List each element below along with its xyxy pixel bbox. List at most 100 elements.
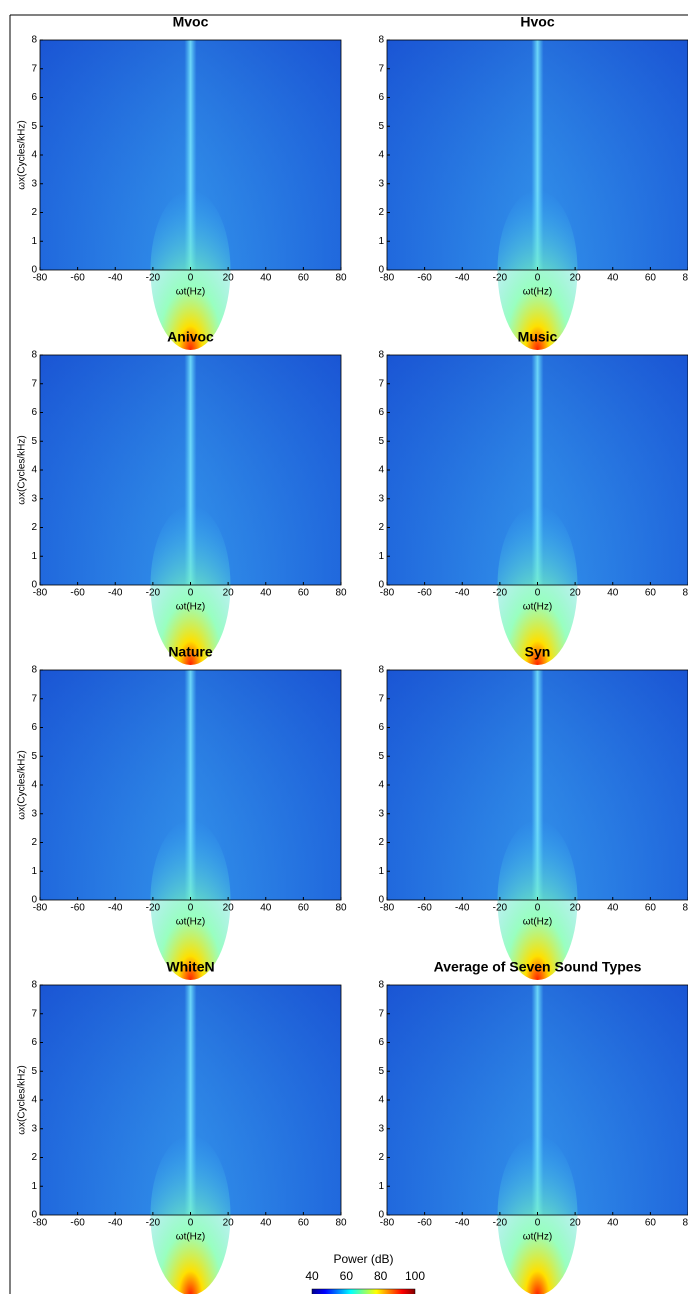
y-tick-label: 2	[31, 207, 37, 218]
x-tick-label: -40	[108, 588, 123, 599]
y-tick-label: 5	[378, 751, 384, 762]
colorbar	[311, 1288, 416, 1294]
x-tick-label: -80	[33, 273, 48, 284]
y-tick-label: 0	[31, 580, 37, 591]
plot-title: Hvoc	[520, 14, 554, 30]
x-tick-label: 20	[570, 1218, 582, 1229]
y-tick-label: 6	[378, 92, 384, 103]
x-tick-label: -40	[108, 903, 123, 914]
x-tick-label: -60	[417, 273, 432, 284]
x-tick-label: -80	[380, 1218, 395, 1229]
x-tick-label: 80	[682, 273, 688, 284]
x-tick-label: -60	[70, 903, 85, 914]
y-tick-label: 7	[31, 63, 37, 74]
y-tick-label: 0	[378, 265, 384, 276]
x-tick-label: 80	[335, 1218, 347, 1229]
x-axis-label: ωt(Hz)	[523, 287, 552, 298]
y-tick-label: 4	[378, 1095, 384, 1106]
y-tick-label: 4	[378, 780, 384, 791]
y-tick-label: 0	[378, 895, 384, 906]
y-tick-label: 0	[378, 580, 384, 591]
x-tick-label: -60	[417, 588, 432, 599]
x-tick-label: 20	[223, 1218, 235, 1229]
x-tick-label: -80	[380, 588, 395, 599]
x-tick-label: 40	[260, 903, 272, 914]
x-tick-label: -40	[455, 1218, 470, 1229]
y-tick-label: 2	[31, 522, 37, 533]
x-tick-label: 60	[645, 903, 657, 914]
x-tick-label: 20	[570, 273, 582, 284]
x-tick-label: -60	[70, 1218, 85, 1229]
y-tick-label: 3	[378, 1123, 384, 1134]
x-tick-label: -80	[380, 903, 395, 914]
y-tick-label: 5	[378, 436, 384, 447]
y-tick-label: 3	[378, 178, 384, 189]
x-tick-label: 40	[607, 273, 619, 284]
y-tick-label: 3	[31, 178, 37, 189]
x-tick-label: -40	[108, 273, 123, 284]
y-tick-label: 3	[378, 493, 384, 504]
y-tick-label: 7	[378, 1008, 384, 1019]
x-tick-label: 80	[335, 588, 347, 599]
y-tick-label: 6	[31, 407, 37, 418]
x-tick-label: -20	[493, 1218, 508, 1229]
y-tick-label: 8	[378, 350, 384, 361]
x-tick-label: -40	[455, 588, 470, 599]
y-tick-label: 7	[378, 693, 384, 704]
x-tick-label: 0	[535, 273, 541, 284]
x-tick-label: -40	[108, 1218, 123, 1229]
colorbar-tick-label: 100	[405, 1269, 425, 1283]
x-tick-label: 80	[335, 903, 347, 914]
plot-title: WhiteN	[166, 959, 214, 975]
plot-title: Anivoc	[167, 329, 214, 345]
x-tick-label: 20	[570, 903, 582, 914]
y-tick-label: 7	[378, 63, 384, 74]
y-tick-label: 6	[378, 407, 384, 418]
x-tick-label: -80	[380, 273, 395, 284]
x-tick-label: -20	[493, 903, 508, 914]
x-axis-label: ωt(Hz)	[176, 287, 205, 298]
x-tick-label: 60	[645, 588, 657, 599]
x-axis-label: ωt(Hz)	[176, 917, 205, 928]
x-tick-label: 20	[570, 588, 582, 599]
y-tick-label: 3	[31, 493, 37, 504]
y-tick-label: 8	[31, 350, 37, 361]
y-tick-label: 5	[31, 436, 37, 447]
plot-title: Music	[518, 329, 558, 345]
y-tick-label: 6	[378, 1037, 384, 1048]
y-tick-label: 8	[31, 980, 37, 991]
y-axis-label: ωx(Cycles/kHz)	[17, 435, 28, 504]
colorbar-tick-label: 60	[340, 1269, 354, 1283]
x-tick-label: -40	[455, 273, 470, 284]
x-axis-label: ωt(Hz)	[176, 1232, 205, 1243]
y-tick-label: 3	[31, 808, 37, 819]
x-tick-label: -60	[417, 1218, 432, 1229]
plot-title: Average of Seven Sound Types	[434, 959, 642, 975]
y-tick-label: 8	[378, 980, 384, 991]
y-tick-label: 8	[378, 665, 384, 676]
y-tick-label: 1	[31, 1181, 37, 1192]
plot-title: Nature	[168, 644, 213, 660]
x-tick-label: 80	[682, 1218, 688, 1229]
x-tick-label: -80	[33, 903, 48, 914]
x-tick-label: 20	[223, 588, 235, 599]
x-axis-label: ωt(Hz)	[523, 917, 552, 928]
y-tick-label: 4	[378, 150, 384, 161]
x-tick-label: 0	[188, 903, 194, 914]
x-tick-label: 80	[335, 273, 347, 284]
x-tick-label: -20	[146, 903, 161, 914]
x-tick-label: -60	[70, 273, 85, 284]
y-tick-label: 0	[31, 895, 37, 906]
x-tick-label: -60	[417, 903, 432, 914]
x-tick-label: 20	[223, 273, 235, 284]
y-axis-label: ωx(Cycles/kHz)	[17, 1065, 28, 1134]
x-tick-label: -20	[493, 273, 508, 284]
y-tick-label: 7	[31, 693, 37, 704]
x-axis-label: ωt(Hz)	[176, 602, 205, 613]
x-tick-label: -20	[493, 588, 508, 599]
x-tick-label: -60	[70, 588, 85, 599]
y-tick-label: 8	[31, 35, 37, 46]
x-axis-label: ωt(Hz)	[523, 1232, 552, 1243]
y-tick-label: 2	[31, 1152, 37, 1163]
